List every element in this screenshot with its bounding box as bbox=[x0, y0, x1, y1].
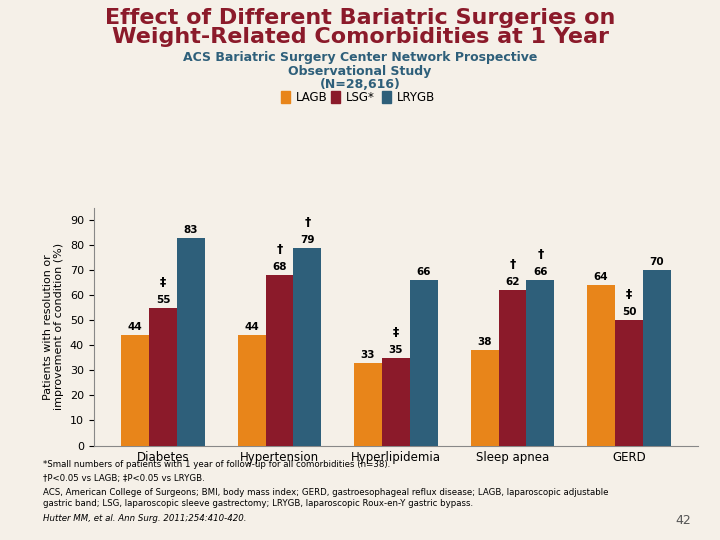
Bar bbox=[294, 248, 321, 446]
Text: †P<0.05 vs LAGB; ‡P<0.05 vs LRYGB.: †P<0.05 vs LAGB; ‡P<0.05 vs LRYGB. bbox=[43, 474, 205, 483]
Text: 42: 42 bbox=[675, 514, 691, 526]
Text: 79: 79 bbox=[300, 235, 315, 245]
Text: gastric band; LSG, laparoscopic sleeve gastrectomy; LRYGB, laparoscopic Roux-en-: gastric band; LSG, laparoscopic sleeve g… bbox=[43, 500, 473, 509]
Bar bbox=[177, 238, 205, 446]
Text: 68: 68 bbox=[272, 262, 287, 272]
Text: 70: 70 bbox=[649, 258, 665, 267]
Text: ‡: ‡ bbox=[626, 288, 632, 301]
Bar bbox=[643, 271, 671, 446]
Text: LSG*: LSG* bbox=[346, 91, 375, 104]
Text: ACS, American College of Surgeons; BMI, body mass index; GERD, gastroesophageal : ACS, American College of Surgeons; BMI, … bbox=[43, 488, 608, 497]
Text: (N=28,616): (N=28,616) bbox=[320, 78, 400, 91]
Bar bbox=[266, 275, 294, 445]
Text: Weight-Related Comorbidities at 1 Year: Weight-Related Comorbidities at 1 Year bbox=[112, 27, 608, 47]
Text: 55: 55 bbox=[156, 295, 170, 305]
Text: 33: 33 bbox=[361, 350, 375, 360]
Bar bbox=[382, 358, 410, 446]
Text: 83: 83 bbox=[184, 225, 198, 235]
Text: †: † bbox=[509, 258, 516, 271]
Text: †: † bbox=[276, 243, 283, 256]
Text: *Small numbers of patients with 1 year of follow-up for all comorbidities (n=38): *Small numbers of patients with 1 year o… bbox=[43, 460, 390, 469]
Text: 62: 62 bbox=[505, 278, 520, 287]
Text: 44: 44 bbox=[127, 322, 143, 333]
Text: 35: 35 bbox=[389, 345, 403, 355]
Bar bbox=[149, 308, 177, 445]
Text: 50: 50 bbox=[622, 307, 636, 318]
Bar bbox=[238, 335, 266, 445]
Text: ‡: ‡ bbox=[393, 326, 399, 339]
Bar bbox=[587, 286, 615, 446]
Bar bbox=[471, 350, 498, 446]
Text: ACS Bariatric Surgery Center Network Prospective: ACS Bariatric Surgery Center Network Pro… bbox=[183, 51, 537, 64]
Text: 44: 44 bbox=[244, 322, 259, 333]
Text: Hutter MM, et al. ​Ann Surg​. 2011;254:410-420.: Hutter MM, et al. ​Ann Surg​. 2011;254:4… bbox=[43, 514, 247, 523]
Text: 38: 38 bbox=[477, 338, 492, 347]
Text: 66: 66 bbox=[534, 267, 548, 278]
Text: LRYGB: LRYGB bbox=[397, 91, 435, 104]
Bar bbox=[121, 335, 149, 445]
Text: 64: 64 bbox=[594, 273, 608, 282]
Text: Observational Study: Observational Study bbox=[289, 65, 431, 78]
Bar bbox=[498, 291, 526, 446]
Text: †: † bbox=[305, 215, 310, 228]
Y-axis label: Patients with resolution or
improvement of condition (%): Patients with resolution or improvement … bbox=[42, 243, 64, 410]
Bar bbox=[354, 363, 382, 445]
Text: 66: 66 bbox=[417, 267, 431, 278]
Text: ‡: ‡ bbox=[160, 276, 166, 289]
Bar bbox=[526, 280, 554, 446]
Text: LAGB: LAGB bbox=[296, 91, 328, 104]
Text: Effect of Different Bariatric Surgeries on: Effect of Different Bariatric Surgeries … bbox=[105, 8, 615, 28]
Text: †: † bbox=[537, 248, 544, 261]
Bar bbox=[615, 320, 643, 445]
Bar bbox=[410, 280, 438, 446]
